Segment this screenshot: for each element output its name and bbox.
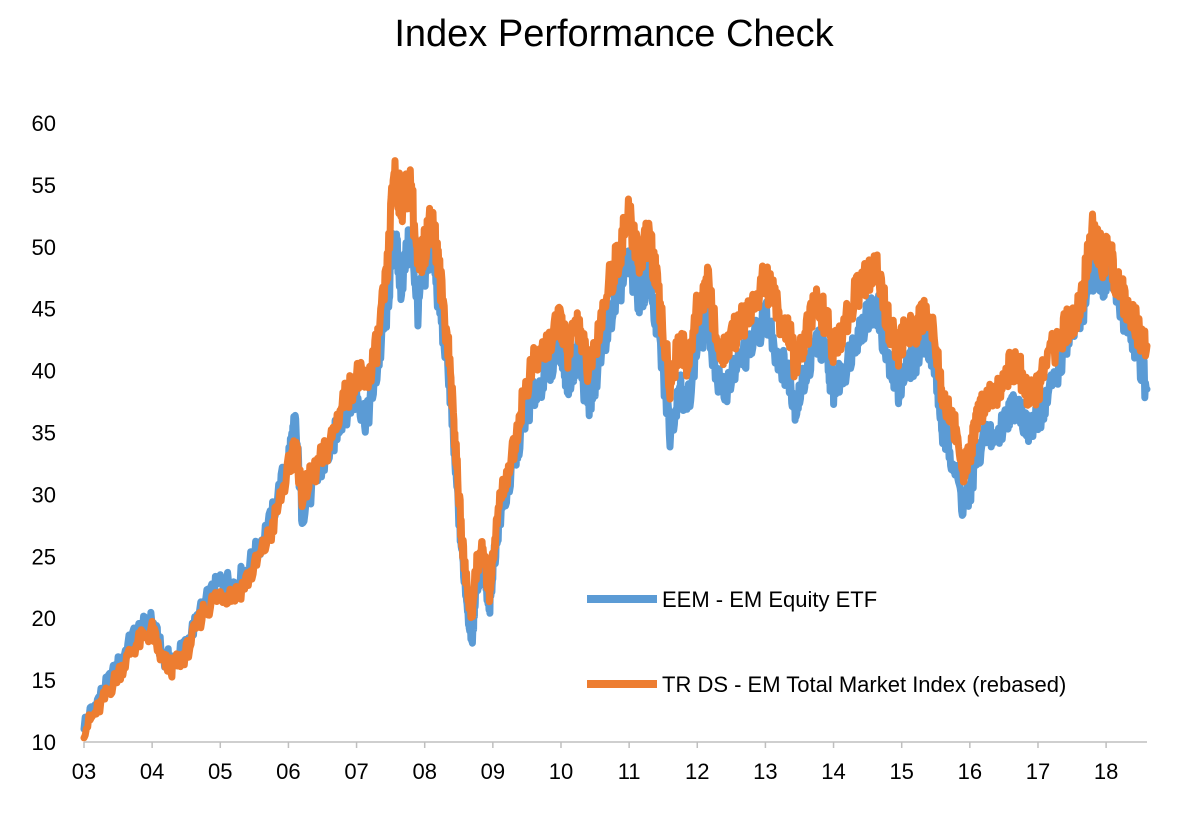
x-tick-label: 18 [1094, 759, 1118, 784]
x-tick-label: 03 [72, 759, 96, 784]
x-tick-label: 07 [344, 759, 368, 784]
x-tick-label: 12 [685, 759, 709, 784]
y-tick-label: 35 [32, 421, 56, 446]
series-line-trds [80, 157, 1151, 742]
legend-label-eem: EEM - EM Equity ETF [662, 587, 877, 612]
y-tick-label: 45 [32, 297, 56, 322]
y-tick-label: 30 [32, 482, 56, 507]
x-tick-label: 04 [140, 759, 164, 784]
x-tick-label: 09 [481, 759, 505, 784]
x-tick-label: 13 [753, 759, 777, 784]
x-tick-label: 08 [412, 759, 436, 784]
x-tick-label: 17 [1026, 759, 1050, 784]
series-layer [80, 157, 1151, 742]
chart-title: Index Performance Check [394, 13, 834, 55]
x-tick-label: 14 [821, 759, 845, 784]
y-tick-label: 10 [32, 730, 56, 755]
y-tick-label: 25 [32, 544, 56, 569]
y-tick-label: 50 [32, 235, 56, 260]
x-tick-label: 15 [889, 759, 913, 784]
series-line-eem [80, 226, 1151, 733]
legend-label-trds: TR DS - EM Total Market Index (rebased) [662, 672, 1066, 697]
y-tick-label: 15 [32, 668, 56, 693]
y-tick-label: 60 [32, 111, 56, 136]
x-tick-label: 10 [549, 759, 573, 784]
x-tick-label: 05 [208, 759, 232, 784]
y-tick-label: 20 [32, 606, 56, 631]
legend: EEM - EM Equity ETF TR DS - EM Total Mar… [587, 587, 1066, 697]
y-axis-ticks: 10 15 20 25 30 35 40 45 50 55 60 [32, 111, 56, 755]
y-tick-label: 40 [32, 359, 56, 384]
x-tick-label: 16 [958, 759, 982, 784]
x-tick-label: 11 [618, 759, 641, 784]
x-tick-label: 06 [276, 759, 300, 784]
y-tick-label: 55 [32, 173, 56, 198]
x-axis-ticks: 03 04 05 06 07 08 09 10 11 12 13 14 15 16 17 18 [72, 742, 1118, 784]
